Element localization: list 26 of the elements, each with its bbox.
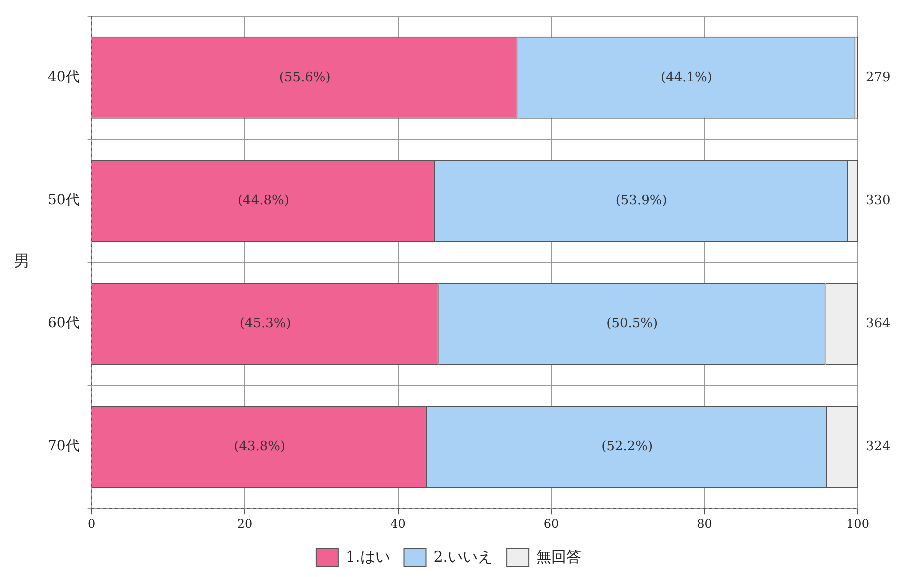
y-tick-label: 70代 — [48, 438, 80, 455]
text: 279 — [866, 70, 891, 86]
data-label: (52.2%) — [602, 439, 654, 454]
data-label: (45.3%) — [240, 316, 292, 332]
data-label: (44.8%) — [238, 193, 290, 208]
x-tick-label: 80 — [697, 516, 712, 531]
y-tick-label: 60代 — [48, 316, 80, 332]
text: 364 — [866, 316, 891, 332]
data-label: (44.1%) — [661, 70, 712, 86]
legend-label: 1.はい — [346, 548, 390, 566]
data-label: (50.5%) — [606, 316, 658, 332]
legend-label: 無回答 — [536, 548, 582, 566]
data-label: (55.6%) — [279, 70, 331, 86]
y-tick-label: 40代 — [48, 70, 80, 86]
data-label: (43.8%) — [234, 439, 286, 454]
y-tick-label: 50代 — [48, 192, 80, 209]
text: 324 — [866, 439, 891, 454]
x-tick-label: 40 — [390, 516, 406, 531]
text: 330 — [866, 193, 891, 208]
x-tick-label: 60 — [544, 516, 560, 531]
x-tick-label: 20 — [237, 516, 253, 531]
x-tick-label: 100 — [846, 516, 870, 531]
legend-label: 2.いいえ — [434, 548, 494, 566]
y-axis-title: 男 — [14, 252, 30, 271]
data-label: (53.9%) — [616, 193, 668, 208]
x-tick-label: 0 — [88, 516, 96, 531]
